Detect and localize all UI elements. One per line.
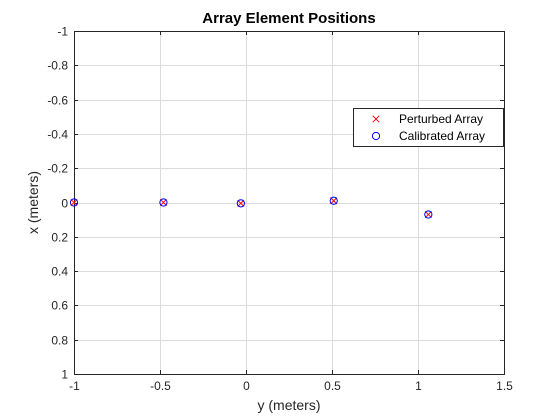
y-axis-label: x (meters) bbox=[25, 171, 41, 234]
legend-entry-calibrated: Calibrated Array bbox=[371, 129, 485, 143]
chart-title: Array Element Positions bbox=[202, 10, 375, 27]
y-tick-label: 0.4 bbox=[51, 265, 68, 279]
legend-circle-glyph bbox=[371, 131, 381, 141]
calibrated-point bbox=[424, 210, 433, 219]
y-tick-label: -0.6 bbox=[47, 94, 68, 108]
y-tick-label: -1 bbox=[57, 25, 68, 39]
legend-box bbox=[353, 108, 504, 147]
y-tick-label: 0.8 bbox=[51, 334, 68, 348]
x-axis-label: y (meters) bbox=[258, 397, 321, 413]
calibrated-point bbox=[159, 198, 168, 207]
perturbed-point bbox=[330, 197, 338, 205]
perturbed-point bbox=[424, 210, 432, 219]
y-tick-label: 0.2 bbox=[51, 231, 68, 245]
perturbed-point bbox=[159, 198, 167, 207]
y-tick-label: -0.8 bbox=[47, 59, 68, 73]
calibrated-point bbox=[329, 196, 338, 205]
perturbed-point bbox=[70, 198, 78, 207]
legend-x-glyph bbox=[372, 115, 380, 123]
legend-circle-marker-icon bbox=[371, 131, 381, 141]
y-tick-label: -0.2 bbox=[47, 162, 68, 176]
data-points bbox=[69, 196, 433, 219]
y-tick-label: -0.4 bbox=[47, 128, 68, 142]
plot-area: -1 -0.5 0 0.5 1 1.5 -1 -0.8 -0.6 -0.4 -0.2 0 0.2 0.4 0… bbox=[47, 25, 513, 394]
x-tick-label: -1 bbox=[69, 379, 80, 393]
y-tick-label: 0.6 bbox=[51, 299, 68, 313]
calibrated-point bbox=[69, 198, 79, 207]
x-tick-label: 1.5 bbox=[496, 379, 513, 393]
x-tick-label: -0.5 bbox=[150, 379, 171, 393]
x-tick-label: 0 bbox=[243, 379, 250, 393]
legend-label-perturbed: Perturbed Array bbox=[399, 112, 483, 126]
perturbed-point bbox=[237, 199, 245, 207]
axis-ticks: -1 -0.5 0 0.5 1 1.5 -1 -0.8 -0.6 -0.4 -0.2 0 0.2 0.4 0… bbox=[47, 25, 513, 394]
legend-x-marker-icon bbox=[372, 115, 380, 123]
legend: Perturbed Array Calibrated Array bbox=[353, 108, 504, 147]
y-tick-label: 1 bbox=[61, 368, 68, 382]
legend-label-calibrated: Calibrated Array bbox=[399, 129, 485, 143]
x-tick-label: 0.5 bbox=[324, 379, 341, 393]
y-tick-label: 0 bbox=[61, 197, 68, 211]
x-tick-label: 1 bbox=[415, 379, 422, 393]
axes-background bbox=[74, 31, 504, 374]
legend-entry-perturbed: Perturbed Array bbox=[372, 112, 483, 126]
calibrated-point bbox=[236, 199, 245, 208]
